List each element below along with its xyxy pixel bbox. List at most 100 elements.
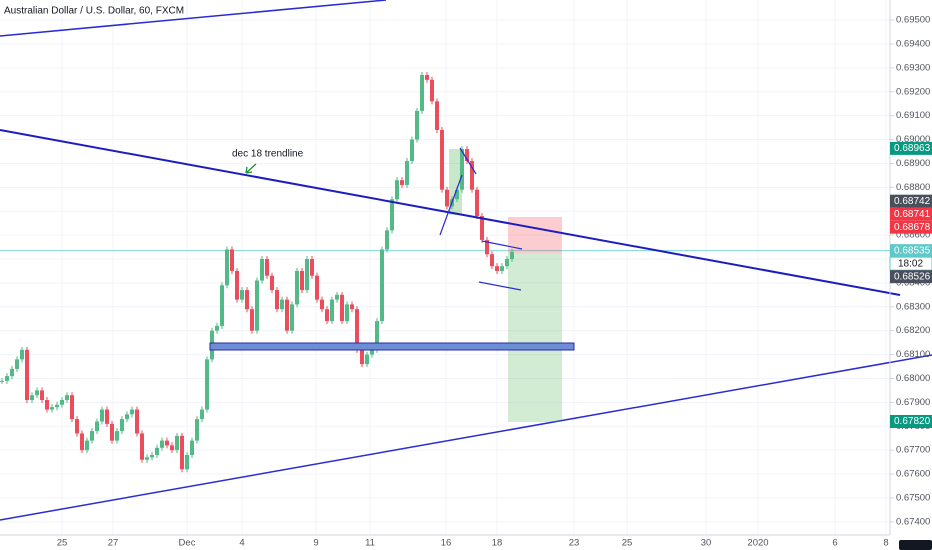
candle xyxy=(345,304,349,322)
candle xyxy=(230,249,234,271)
logo xyxy=(899,540,932,550)
candle xyxy=(320,299,324,310)
y-tick-label: 0.68200 xyxy=(896,325,930,336)
candle xyxy=(0,380,4,382)
candle xyxy=(195,419,199,441)
candle xyxy=(290,304,294,331)
candle xyxy=(240,290,244,300)
candle xyxy=(120,419,124,432)
candle xyxy=(430,79,434,102)
candle xyxy=(455,189,459,200)
candle xyxy=(220,285,224,326)
y-tick-label: 0.67600 xyxy=(896,469,930,480)
candle xyxy=(190,440,194,455)
price-label-box xyxy=(890,207,932,221)
y-tick-label: 0.69400 xyxy=(896,38,930,49)
candle xyxy=(225,249,229,286)
candle xyxy=(105,409,109,424)
candle xyxy=(275,290,279,310)
candle xyxy=(395,180,399,200)
price-label: 0.68678 xyxy=(894,222,931,233)
annotation: dec 18 trendline xyxy=(232,149,304,160)
candle xyxy=(285,299,289,331)
y-tick-label: 0.67500 xyxy=(896,492,930,503)
candle xyxy=(470,161,474,190)
candle xyxy=(480,216,484,240)
candle xyxy=(445,189,449,207)
candle xyxy=(245,290,249,310)
candle xyxy=(155,447,159,455)
candle xyxy=(250,309,254,331)
candle xyxy=(425,75,429,80)
trendline xyxy=(0,129,901,296)
target-zone xyxy=(508,254,562,422)
candle xyxy=(305,259,309,291)
price-label: 0.68535 xyxy=(894,245,931,256)
candle xyxy=(185,454,189,470)
candle xyxy=(435,101,439,130)
candle xyxy=(255,280,259,331)
candle xyxy=(385,230,389,250)
pattern-line xyxy=(481,240,523,250)
y-tick-label: 0.69200 xyxy=(896,86,930,97)
candle xyxy=(465,149,469,162)
candle xyxy=(380,249,384,322)
y-tick-label: 0.68000 xyxy=(896,373,930,384)
x-tick-label: 25 xyxy=(622,538,633,549)
candle xyxy=(20,349,24,360)
candle xyxy=(490,254,494,267)
y-tick-label: 0.67400 xyxy=(896,516,930,527)
annotation-arrow xyxy=(245,163,257,174)
y-tick-label: 0.67700 xyxy=(896,445,930,456)
price-label: 0.67820 xyxy=(894,416,931,427)
y-tick-label: 0.68600 xyxy=(896,230,930,241)
y-tick-label: 0.69100 xyxy=(896,110,930,121)
candle xyxy=(355,309,359,350)
candle xyxy=(510,251,514,260)
candle xyxy=(440,129,444,190)
candle xyxy=(60,399,64,405)
candle xyxy=(315,275,319,300)
candle xyxy=(150,454,154,458)
candle xyxy=(10,368,14,377)
candle xyxy=(500,266,504,271)
candle xyxy=(325,309,329,322)
candle xyxy=(95,421,99,432)
candle xyxy=(205,359,209,410)
candle xyxy=(180,435,184,470)
x-tick-label: 16 xyxy=(441,538,452,549)
y-tick-label: 0.69300 xyxy=(896,62,930,73)
candle xyxy=(130,409,134,415)
candle xyxy=(70,395,74,420)
candle xyxy=(35,390,39,396)
candle xyxy=(260,259,264,281)
pattern-line xyxy=(459,147,477,175)
x-tick-label: 30 xyxy=(701,538,712,549)
x-tick-label: 18 xyxy=(492,538,503,549)
x-tick-label: 11 xyxy=(365,538,375,549)
candle xyxy=(55,404,59,408)
candle xyxy=(135,409,139,434)
candle xyxy=(15,359,19,369)
x-tick-label: 4 xyxy=(239,538,244,549)
candle xyxy=(160,440,164,448)
candle xyxy=(215,325,219,331)
candle xyxy=(360,349,364,365)
candle xyxy=(335,294,339,300)
candle xyxy=(50,407,54,410)
price-label: 0.68742 xyxy=(894,196,931,207)
candle xyxy=(365,354,369,365)
candle xyxy=(115,431,119,441)
candle xyxy=(410,139,414,162)
support-zone xyxy=(209,342,575,351)
candle xyxy=(265,259,269,276)
candle xyxy=(125,414,129,420)
candle xyxy=(145,457,149,460)
y-tick-label: 0.69000 xyxy=(896,134,930,145)
candle xyxy=(75,419,79,434)
candle xyxy=(415,110,419,140)
candle xyxy=(505,259,509,267)
candle xyxy=(295,270,299,305)
